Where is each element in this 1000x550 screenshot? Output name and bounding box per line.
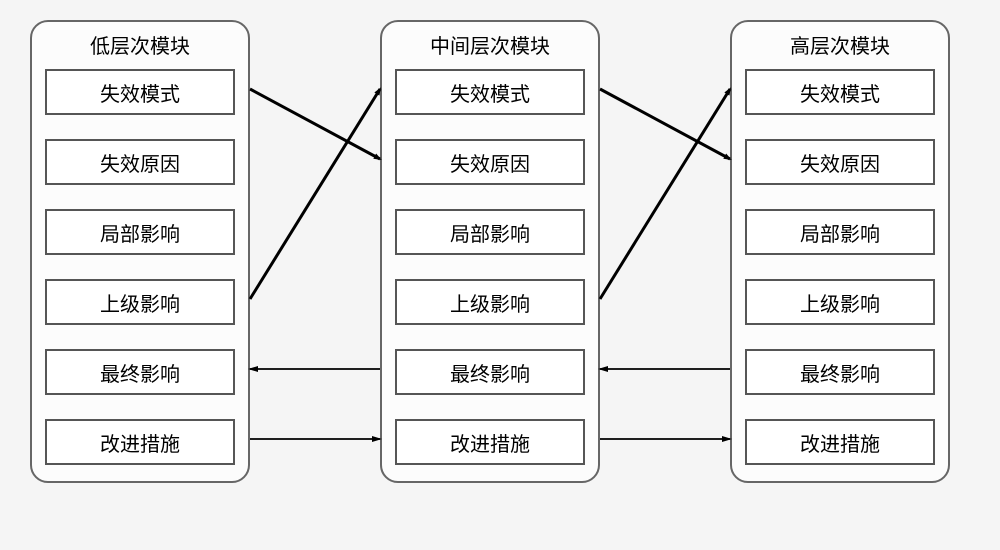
box-low-final-effect: 最终影响 <box>45 349 235 395</box>
box-low-upper-effect: 上级影响 <box>45 279 235 325</box>
column-title-mid: 中间层次模块 <box>430 30 550 59</box>
box-low-local-effect: 局部影响 <box>45 209 235 255</box>
box-high-failure-mode: 失效模式 <box>745 69 935 115</box>
box-mid-failure-cause: 失效原因 <box>395 139 585 185</box>
box-mid-final-effect: 最终影响 <box>395 349 585 395</box>
box-low-improvement: 改进措施 <box>45 419 235 465</box>
edge-mid-upper_effect-to-high-failure_mode <box>600 89 730 299</box>
column-high: 高层次模块 失效模式 失效原因 局部影响 上级影响 最终影响 改进措施 <box>730 20 950 483</box>
edge-low-failure_mode-to-mid-failure_cause <box>250 89 380 159</box>
column-low: 低层次模块 失效模式 失效原因 局部影响 上级影响 最终影响 改进措施 <box>30 20 250 483</box>
box-high-final-effect: 最终影响 <box>745 349 935 395</box>
edge-low-upper_effect-to-mid-failure_mode <box>250 89 380 299</box>
box-mid-upper-effect: 上级影响 <box>395 279 585 325</box>
box-mid-improvement: 改进措施 <box>395 419 585 465</box>
box-low-failure-cause: 失效原因 <box>45 139 235 185</box>
box-high-failure-cause: 失效原因 <box>745 139 935 185</box>
box-high-upper-effect: 上级影响 <box>745 279 935 325</box>
column-title-high: 高层次模块 <box>790 30 890 59</box>
column-mid: 中间层次模块 失效模式 失效原因 局部影响 上级影响 最终影响 改进措施 <box>380 20 600 483</box>
box-mid-failure-mode: 失效模式 <box>395 69 585 115</box>
box-mid-local-effect: 局部影响 <box>395 209 585 255</box>
box-low-failure-mode: 失效模式 <box>45 69 235 115</box>
edge-mid-failure_mode-to-high-failure_cause <box>600 89 730 159</box>
column-title-low: 低层次模块 <box>90 30 190 59</box>
fmea-diagram: 低层次模块 失效模式 失效原因 局部影响 上级影响 最终影响 改进措施 中间层次… <box>20 20 980 530</box>
box-high-local-effect: 局部影响 <box>745 209 935 255</box>
box-high-improvement: 改进措施 <box>745 419 935 465</box>
